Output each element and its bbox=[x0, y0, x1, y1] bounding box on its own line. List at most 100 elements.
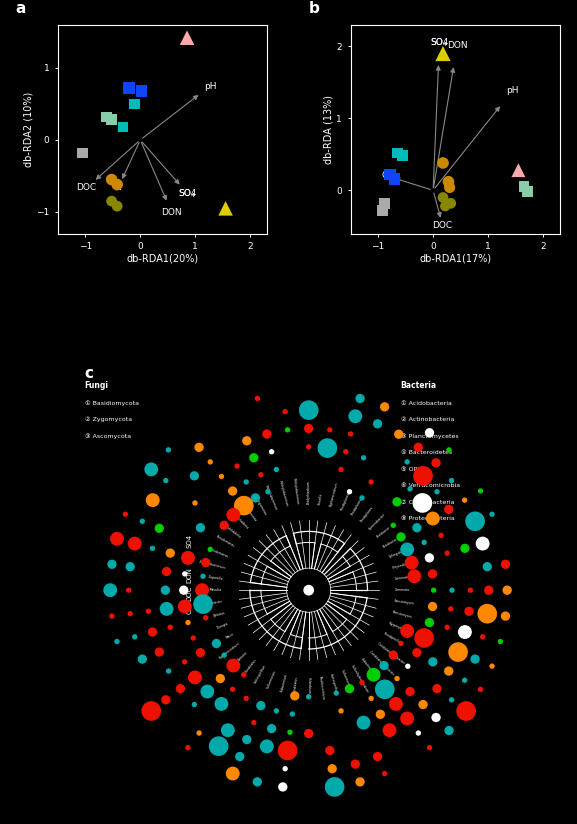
Point bbox=[425, 551, 434, 564]
Point bbox=[351, 757, 360, 770]
Point bbox=[436, 529, 445, 542]
Point bbox=[476, 485, 485, 498]
Point bbox=[107, 173, 116, 186]
Point bbox=[396, 531, 406, 544]
Point bbox=[385, 168, 395, 181]
Text: ① Basidiomycota: ① Basidiomycota bbox=[84, 400, 138, 405]
Point bbox=[403, 456, 412, 469]
Point bbox=[392, 495, 402, 508]
Point bbox=[228, 508, 238, 522]
Text: ⑤ OP10: ⑤ OP10 bbox=[400, 466, 425, 472]
Point bbox=[189, 631, 198, 644]
Point bbox=[221, 202, 230, 215]
Point bbox=[443, 620, 452, 634]
Point bbox=[460, 674, 469, 687]
Point bbox=[394, 428, 403, 441]
Point bbox=[272, 463, 281, 476]
Text: Sulfurimonas: Sulfurimonas bbox=[340, 669, 351, 689]
Text: Candidatus: Candidatus bbox=[244, 658, 258, 673]
Text: ④ Bacteroidetes: ④ Bacteroidetes bbox=[400, 450, 452, 455]
Point bbox=[148, 625, 157, 639]
Text: pH: pH bbox=[186, 553, 192, 563]
Text: DOC: DOC bbox=[433, 221, 452, 230]
Point bbox=[446, 602, 455, 616]
Text: Janthinobacterium: Janthinobacterium bbox=[198, 559, 226, 569]
Point bbox=[460, 625, 470, 639]
Point bbox=[194, 727, 204, 740]
Point bbox=[390, 172, 399, 185]
Text: Duganella: Duganella bbox=[208, 575, 223, 581]
Point bbox=[161, 693, 170, 706]
Point bbox=[304, 583, 313, 597]
Point bbox=[280, 762, 290, 775]
Point bbox=[351, 410, 360, 423]
Point bbox=[406, 482, 415, 495]
Text: Sulfurihydrogenibium: Sulfurihydrogenibium bbox=[350, 664, 370, 694]
Point bbox=[454, 645, 463, 658]
Point bbox=[214, 740, 223, 753]
Text: ⑧ Proteobacteria: ⑧ Proteobacteria bbox=[400, 517, 454, 522]
Point bbox=[439, 47, 448, 60]
Point bbox=[355, 775, 365, 789]
Point bbox=[198, 569, 208, 583]
Text: Sphingomonas: Sphingomonas bbox=[241, 503, 258, 523]
Point bbox=[249, 716, 258, 729]
Text: Gemmata: Gemmata bbox=[394, 575, 410, 581]
Text: Rhodoplanes: Rhodoplanes bbox=[350, 498, 364, 517]
Text: Gemmata: Gemmata bbox=[395, 588, 410, 592]
Point bbox=[242, 475, 251, 489]
Point bbox=[304, 422, 313, 435]
Text: c: c bbox=[84, 366, 93, 381]
Point bbox=[389, 648, 398, 662]
Point bbox=[380, 767, 389, 780]
Point bbox=[180, 600, 189, 613]
Point bbox=[102, 110, 111, 124]
Point bbox=[476, 683, 485, 696]
Point bbox=[432, 456, 441, 470]
Point bbox=[219, 648, 228, 662]
Point bbox=[130, 97, 140, 110]
Point bbox=[107, 558, 117, 571]
Text: Chryseobacterium: Chryseobacterium bbox=[392, 559, 419, 569]
Text: ① Acidobacteria: ① Acidobacteria bbox=[400, 400, 451, 405]
Point bbox=[201, 611, 211, 625]
Point bbox=[267, 722, 276, 735]
Point bbox=[249, 452, 258, 465]
Point bbox=[194, 441, 204, 454]
Point bbox=[432, 682, 441, 695]
Point bbox=[410, 569, 419, 583]
Text: pH: pH bbox=[506, 87, 519, 96]
Point bbox=[414, 441, 423, 454]
Text: DON: DON bbox=[447, 41, 467, 50]
Point bbox=[391, 697, 400, 710]
Text: Pedobacter: Pedobacter bbox=[376, 526, 392, 539]
Text: Burkholderia: Burkholderia bbox=[224, 524, 241, 539]
Point bbox=[484, 583, 493, 597]
Point bbox=[478, 537, 487, 550]
Point bbox=[138, 653, 147, 666]
Point bbox=[359, 452, 368, 465]
Point bbox=[239, 499, 249, 513]
Point bbox=[113, 635, 122, 648]
Point bbox=[369, 668, 378, 681]
Text: SO4: SO4 bbox=[186, 533, 192, 548]
Point bbox=[439, 191, 448, 204]
Text: Fungi: Fungi bbox=[84, 381, 108, 390]
Point bbox=[283, 424, 292, 437]
Point bbox=[130, 537, 140, 550]
Point bbox=[262, 740, 271, 753]
Point bbox=[330, 780, 339, 794]
Text: SO4: SO4 bbox=[178, 190, 197, 199]
Text: Hymenobacter: Hymenobacter bbox=[368, 512, 387, 531]
Text: DOC: DOC bbox=[76, 184, 96, 193]
Text: Opitutus: Opitutus bbox=[212, 611, 226, 618]
Point bbox=[263, 485, 272, 499]
Point bbox=[190, 496, 200, 509]
Point bbox=[393, 147, 402, 160]
Point bbox=[256, 468, 265, 481]
Point bbox=[118, 120, 128, 133]
Point bbox=[107, 194, 116, 208]
Point bbox=[392, 672, 402, 685]
Point bbox=[242, 733, 252, 747]
Point bbox=[239, 668, 249, 681]
